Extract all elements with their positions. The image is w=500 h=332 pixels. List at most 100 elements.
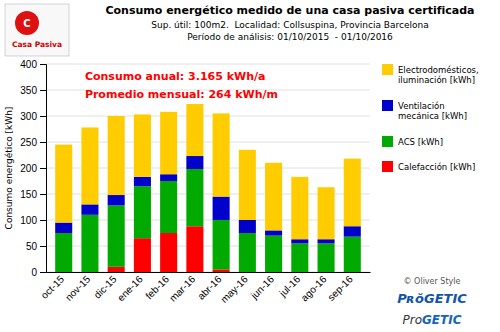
bar-segment: [291, 239, 308, 243]
y-tick: 300: [20, 111, 46, 122]
bar-segment: [81, 215, 98, 272]
brand: PʀŏGETIC: [397, 291, 467, 306]
series: [55, 104, 361, 239]
bar-segment: [213, 197, 230, 220]
legend-item: ACS [kWh]: [382, 136, 443, 147]
y-tick-label: 150: [20, 189, 37, 200]
y-tick-mark: [40, 246, 46, 247]
bar-segment: [265, 230, 282, 235]
bar-segment: [213, 269, 230, 272]
legend-item: Electrodomésticos,iluminación [kWh]: [382, 64, 479, 85]
y-axis-line: [40, 65, 47, 273]
bar-segment: [318, 187, 335, 239]
brand-part: Pro: [402, 313, 422, 327]
bar-segment: [160, 181, 177, 233]
brand-styled: ProGETIC: [402, 313, 461, 327]
bar-segment: [344, 237, 361, 272]
credit: © Oliver Style: [404, 277, 461, 286]
y-tick-label: 350: [20, 85, 37, 96]
legend-item: Calefacción [kWh]: [382, 161, 475, 172]
y-tick: 250: [20, 137, 46, 148]
legend-swatch: [382, 64, 393, 75]
x-axis: oct-15nov-15dic-15ene-16feb-16mar-16abr-…: [39, 272, 371, 305]
bar-segment: [186, 169, 203, 226]
series: [108, 226, 230, 272]
bar-segment: [108, 116, 125, 195]
grid: [46, 64, 370, 272]
bar-segment: [291, 177, 308, 239]
annotation: Promedio mensual: 264 kWh/m: [85, 88, 278, 101]
legend: Electrodomésticos,iluminación [kWh] Venti…: [382, 64, 479, 172]
y-axis: 0 50 100 150 200 250 300 350 400: [20, 59, 46, 278]
y-tick-label: 250: [20, 137, 37, 148]
bar-segment: [55, 233, 72, 272]
bar-segment: [81, 127, 98, 204]
annotation: Consumo anual: 3.165 kWh/a: [85, 70, 266, 83]
x-tick: ene-16: [115, 272, 145, 303]
x-tick-label: ene-16: [115, 273, 145, 303]
y-tick-label: 100: [20, 215, 37, 226]
subtitle: Sup. útil: 100m2. Localidad: Collsuspina…: [151, 20, 428, 30]
x-tick-label: oct-15: [39, 273, 67, 301]
legend-swatch: [382, 136, 393, 147]
bar-segment: [134, 238, 151, 272]
x-tick: oct-15: [39, 272, 67, 301]
y-tick: 50: [26, 241, 46, 252]
x-tick-label: jun-16: [248, 273, 276, 301]
x-tick-label: may-16: [218, 273, 250, 305]
bar-segment: [108, 267, 125, 272]
series: [55, 169, 361, 272]
y-tick-mark: [40, 116, 46, 117]
x-tick-label: ago-16: [299, 273, 329, 303]
x-axis-line: [47, 272, 371, 273]
bar-segment: [239, 233, 256, 272]
bar-segment: [160, 112, 177, 174]
bar-segment: [213, 113, 230, 196]
x-tick: ago-16: [299, 272, 329, 303]
x-tick: mar-16: [167, 272, 197, 304]
y-tick-label: 0: [31, 267, 37, 278]
legend-swatch: [382, 100, 393, 111]
y-tick-mark: [40, 142, 46, 143]
legend-item: Ventilaciónmecánica [kWh]: [382, 100, 467, 121]
x-tick: sep-16: [325, 272, 355, 303]
bar-segment: [160, 233, 177, 272]
bar-segment: [344, 159, 361, 227]
y-tick: 100: [20, 215, 46, 226]
y-tick-mark: [40, 194, 46, 195]
bar-segment: [55, 223, 72, 233]
title: Consumo energético medido de una casa pa…: [105, 4, 474, 17]
brand-part: GETIC: [422, 313, 462, 327]
bar-segment: [318, 243, 335, 272]
x-tick-label: sep-16: [325, 273, 355, 303]
x-tick: jun-16: [248, 272, 276, 302]
bar-segment: [134, 114, 151, 176]
chart: Consumo energético medido de una casa pa…: [0, 0, 500, 332]
bar-segment: [108, 205, 125, 266]
y-tick-mark: [40, 272, 46, 273]
y-tick: 200: [20, 163, 46, 174]
legend-label: Electrodomésticos,iluminación [kWh]: [398, 65, 479, 85]
bar-segment: [108, 195, 125, 205]
y-axis-title: Consumo energético [kWh]: [4, 107, 14, 230]
y-tick-label: 300: [20, 111, 37, 122]
bar-segment: [81, 204, 98, 214]
y-tick-mark: [40, 90, 46, 91]
y-tick: 400: [20, 59, 46, 70]
bar-segment: [186, 226, 203, 272]
bar-segment: [318, 239, 335, 243]
logo-text: Casa Pasiva: [12, 40, 62, 49]
bar-segment: [160, 174, 177, 181]
y-tick-mark: [40, 64, 46, 65]
bar-segment: [265, 163, 282, 231]
logo-circle: [15, 11, 39, 35]
logo-letter: C: [23, 18, 30, 29]
y-tick: 350: [20, 85, 46, 96]
bars: [55, 104, 361, 272]
bar-segment: [239, 220, 256, 233]
plot: 0 50 100 150 200 250 300 350 400 oct-15nov-15dic-…: [20, 59, 370, 305]
legend-label: Calefacción [kWh]: [398, 162, 475, 172]
subtitle: Período de análisis: 01/10/2015 - 01/10/…: [187, 32, 393, 42]
bar-segment: [265, 236, 282, 272]
x-tick: nov-15: [63, 272, 93, 303]
